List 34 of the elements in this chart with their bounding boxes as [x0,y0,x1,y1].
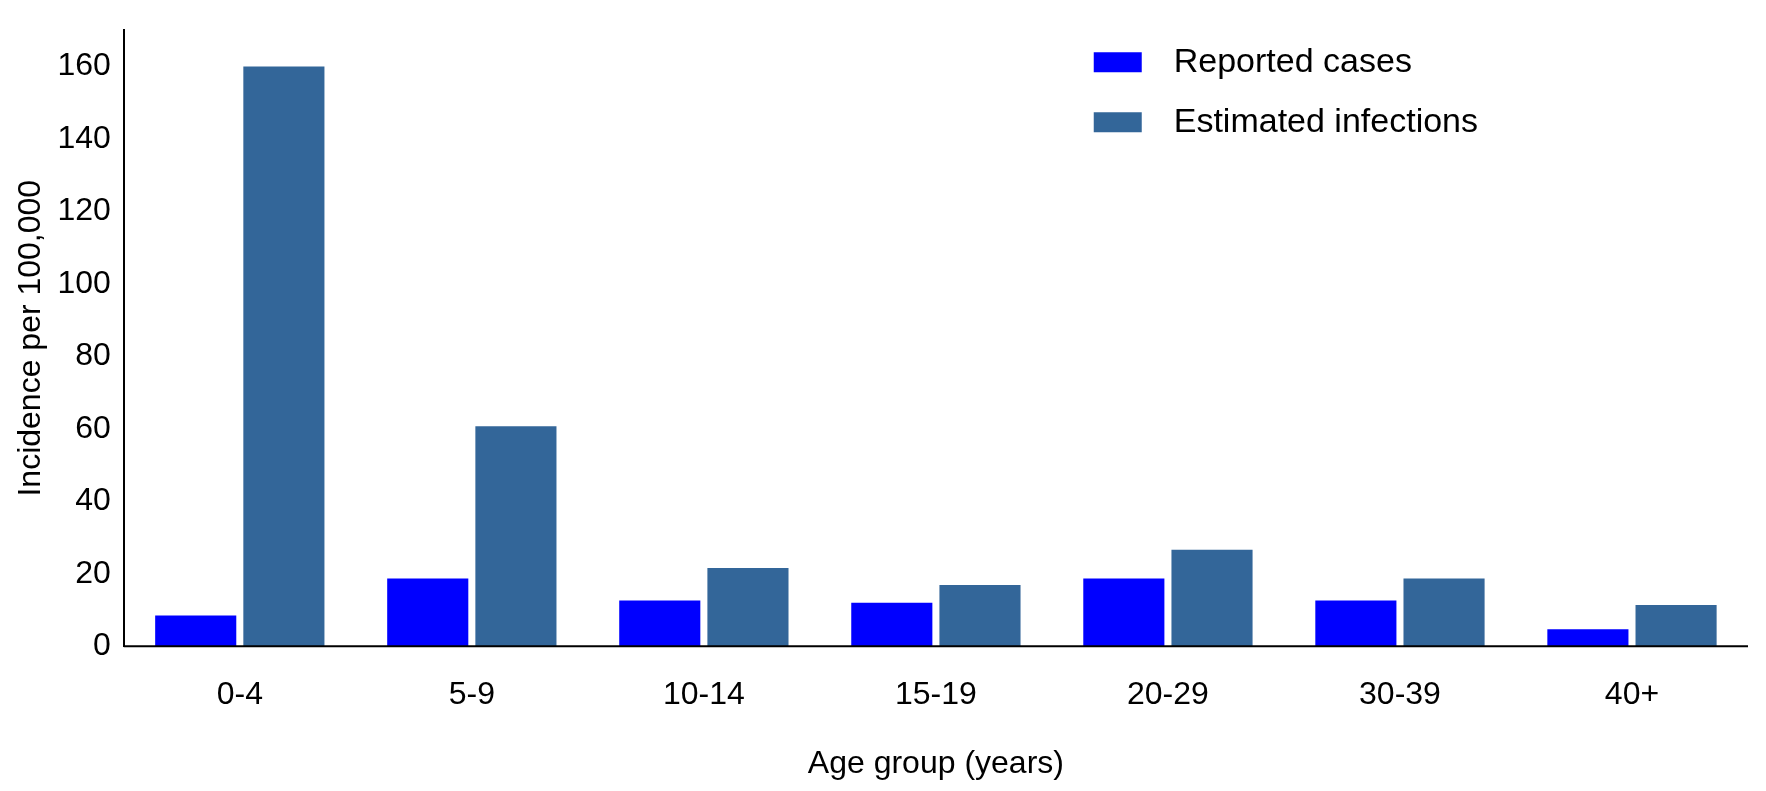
y-tick-label: 0 [92,626,111,663]
y-tick-label: 80 [75,336,111,373]
x-tick-label: 5-9 [448,675,495,712]
bar [1171,549,1253,647]
y-tick-label: 20 [75,553,111,590]
x-tick-label: 40+ [1604,675,1660,712]
bar [939,584,1021,647]
x-tick-label: 20-29 [1127,675,1209,712]
legend-label: Estimated infections [1173,100,1479,139]
bar [851,602,933,647]
bar [1403,578,1485,647]
y-tick-label: 140 [57,118,111,155]
bar [155,615,237,647]
bar [707,567,789,647]
x-axis-title: Age group (years) [807,743,1064,780]
bar [1635,604,1717,647]
bar [1083,578,1165,647]
y-tick-label: 100 [57,263,111,300]
y-tick-label: 40 [75,481,111,518]
bar [619,600,701,647]
bar [387,578,469,647]
y-axis-title: Incidence per 100,000 [11,179,48,497]
x-tick-label: 10-14 [662,675,745,712]
bar [243,66,325,647]
y-tick-label: 120 [57,191,111,228]
y-tick-label: 160 [57,46,111,83]
bar [475,426,557,647]
bar [1315,600,1397,647]
x-tick-label: 15-19 [894,675,977,712]
y-tick-label: 60 [75,408,111,445]
bar [1547,629,1629,647]
legend-label: Reported cases [1173,40,1412,79]
x-tick-label: 0-4 [216,675,263,712]
x-tick-label: 30-39 [1359,675,1441,712]
